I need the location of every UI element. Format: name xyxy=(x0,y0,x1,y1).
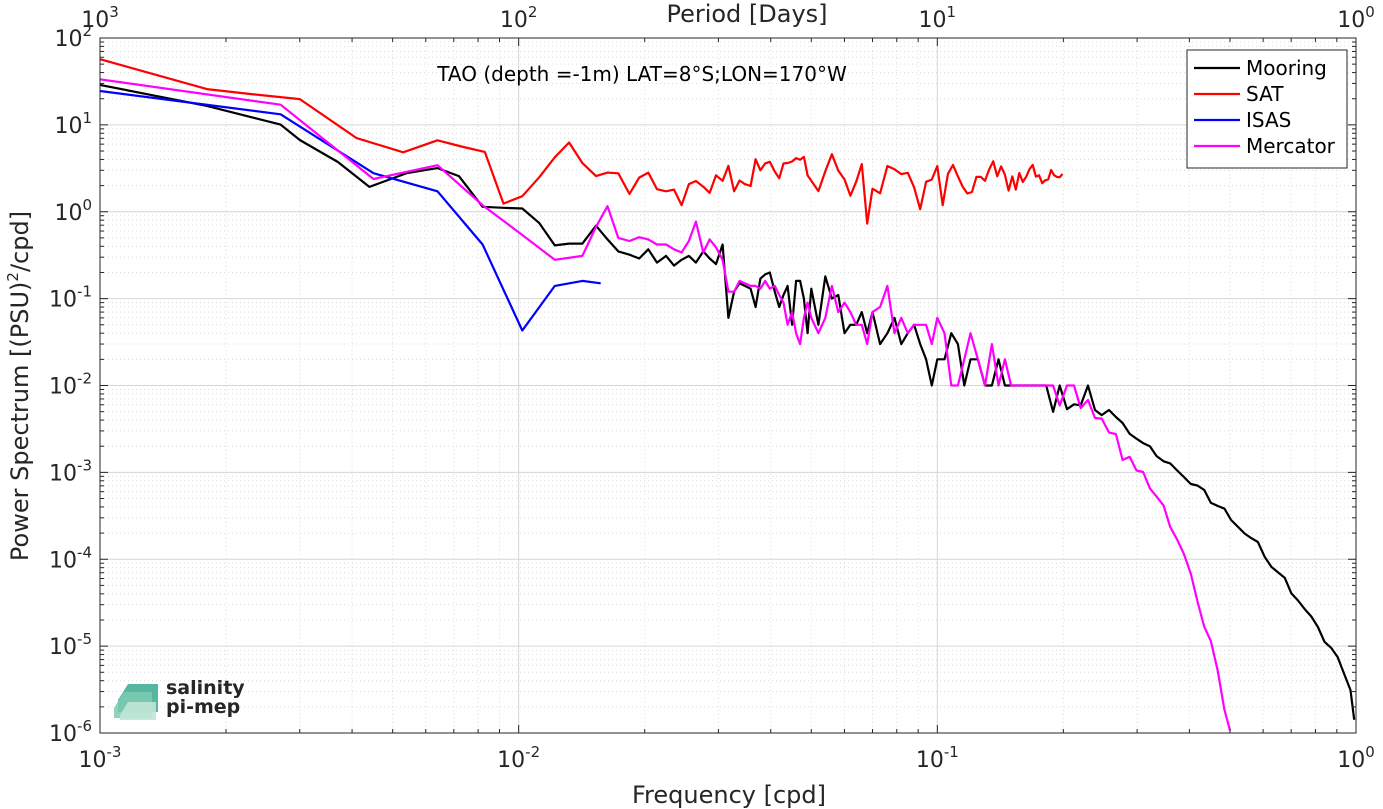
y-tick-label: 101 xyxy=(54,109,92,139)
x-tick-label: 10-2 xyxy=(497,743,540,773)
series-layer xyxy=(99,58,1356,731)
chart-title: TAO (depth =-1m) LAT=8°S;LON=170°W xyxy=(436,62,847,86)
legend-label-mercator: Mercator xyxy=(1246,134,1336,158)
logo-mark xyxy=(114,684,158,720)
series-line-isas xyxy=(99,89,601,332)
y-tick-label: 10-1 xyxy=(49,283,92,313)
legend-label-isas: ISAS xyxy=(1246,108,1291,132)
y-tick-label: 10-2 xyxy=(49,370,92,400)
top-tick-label: 102 xyxy=(500,3,538,33)
logo-text-line1: salinity xyxy=(166,677,245,699)
legend-label-sat: SAT xyxy=(1246,82,1284,106)
y-axis-label: Power Spectrum [(PSU)2/cpd] xyxy=(4,211,34,561)
top-tick-label: 103 xyxy=(81,3,119,33)
y-tick-label: 10-4 xyxy=(49,543,92,573)
minor-grid xyxy=(100,38,1356,733)
logo-text-line2: pi-mep xyxy=(166,696,240,718)
x-tick-label: 10-3 xyxy=(79,743,122,773)
series-line-sat xyxy=(99,58,1064,225)
x-axis-label: Frequency [cpd] xyxy=(632,781,826,809)
x-tick-label: 10-1 xyxy=(916,743,959,773)
y-tick-label: 102 xyxy=(54,22,92,52)
series-line-mercator xyxy=(99,78,1232,731)
legend-label-mooring: Mooring xyxy=(1246,56,1327,80)
top-tick-label: 101 xyxy=(919,3,957,33)
tick-marks xyxy=(99,37,1357,734)
y-tick-label: 10-3 xyxy=(49,456,92,486)
y-axis-label-tail: /cpd] xyxy=(6,211,34,272)
top-tick-label: 100 xyxy=(1337,3,1375,33)
y-axis-label-main: Power Spectrum [(PSU) xyxy=(6,282,34,561)
logo: salinity pi-mep xyxy=(114,677,245,720)
top-axis-label: Period [Days] xyxy=(666,0,827,28)
y-tick-label: 10-5 xyxy=(49,630,92,660)
x-tick-label: 100 xyxy=(1337,743,1375,773)
y-axis-label-sup: 2 xyxy=(4,272,22,282)
y-tick-label: 100 xyxy=(54,196,92,226)
y-tick-label: 10-6 xyxy=(49,717,92,747)
legend-box xyxy=(1186,49,1348,169)
